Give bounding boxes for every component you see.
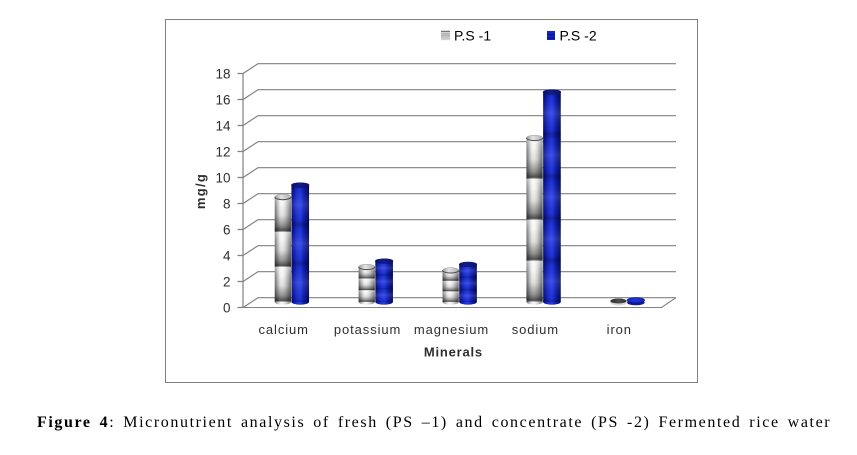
- svg-text:mg/g: mg/g: [193, 173, 208, 209]
- svg-text:potassium: potassium: [334, 322, 401, 337]
- svg-text:calcium: calcium: [259, 322, 309, 337]
- svg-text:P.S -1: P.S -1: [454, 27, 491, 43]
- svg-text:P.S -2: P.S -2: [560, 27, 597, 43]
- svg-text:Minerals: Minerals: [424, 345, 483, 360]
- svg-text:16: 16: [215, 93, 230, 108]
- svg-text:8: 8: [223, 197, 231, 212]
- svg-text:10: 10: [215, 171, 230, 186]
- svg-text:iron: iron: [607, 322, 632, 337]
- svg-text:0: 0: [223, 301, 231, 316]
- svg-text:6: 6: [223, 223, 231, 238]
- svg-text:12: 12: [215, 145, 230, 160]
- svg-text:magnesium: magnesium: [414, 322, 489, 337]
- svg-text:18: 18: [215, 67, 230, 82]
- svg-text:4: 4: [223, 249, 231, 264]
- svg-text:sodium: sodium: [512, 322, 559, 337]
- svg-text:14: 14: [215, 119, 231, 134]
- svg-text:2: 2: [223, 275, 231, 290]
